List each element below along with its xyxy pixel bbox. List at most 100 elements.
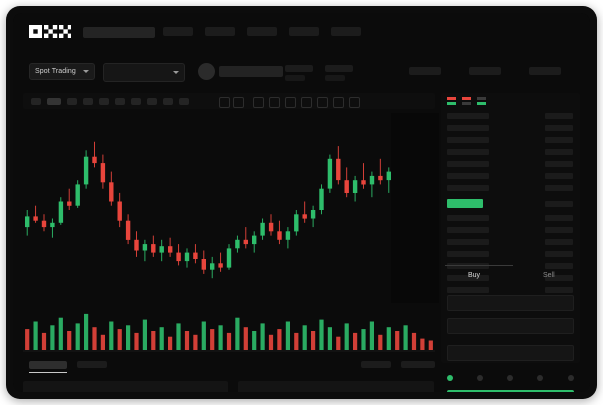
toolbar-item-time-8[interactable] <box>147 98 157 105</box>
nav-item-1[interactable] <box>163 27 193 36</box>
toolbar-item-time-6[interactable] <box>115 98 125 105</box>
orderbook-ask-amount <box>545 149 573 155</box>
trendline-icon[interactable] <box>269 97 280 108</box>
shapes-icon[interactable] <box>317 97 328 108</box>
nav-item-4[interactable] <box>289 27 319 36</box>
orderbook-bid-price[interactable] <box>447 239 489 245</box>
orderbook-last-amount <box>545 201 573 207</box>
orderbook-bid-price[interactable] <box>447 227 489 233</box>
trading-app: Spot Trading <box>13 13 590 392</box>
orderbook-bid-amount <box>545 287 573 293</box>
slider-dot-4[interactable] <box>568 375 574 381</box>
chevron-down-icon <box>173 71 179 74</box>
orderbook-ask-price[interactable] <box>447 149 489 155</box>
redo-icon[interactable] <box>233 97 244 108</box>
toolbar-item-time-7[interactable] <box>131 98 141 105</box>
orderbook-bid-price[interactable] <box>447 251 489 257</box>
order-amount-slider[interactable] <box>447 375 574 382</box>
order-form-tab-underline <box>445 265 513 266</box>
orderbook-ask-price[interactable] <box>447 185 489 191</box>
slider-dot-0[interactable] <box>447 375 453 381</box>
candle-svg <box>25 141 433 279</box>
pair-name <box>219 66 283 77</box>
orderbook-bid-amount <box>545 239 573 245</box>
nav-item-0[interactable] <box>83 27 155 38</box>
stat-label-3 <box>469 67 501 75</box>
volume-histogram <box>23 308 435 356</box>
orderbook-ask-price[interactable] <box>447 161 489 167</box>
orderbook-ask-price[interactable] <box>447 137 489 143</box>
tab-sell[interactable]: Sell <box>543 272 555 279</box>
order-amount-field[interactable] <box>447 318 574 334</box>
slider-dot-3[interactable] <box>537 375 543 381</box>
crosshair-icon[interactable] <box>253 97 264 108</box>
submit-buy-button[interactable] <box>447 390 574 392</box>
orderbook-bid-price[interactable] <box>447 263 489 269</box>
top-navigation-bar <box>13 13 590 49</box>
bottom-tab-1[interactable] <box>77 361 107 368</box>
stat-label-4 <box>529 67 561 75</box>
orderbook-ask-amount <box>545 185 573 191</box>
brush-icon[interactable] <box>301 97 312 108</box>
toolbar-item-time-2[interactable] <box>47 98 61 105</box>
settings-icon[interactable] <box>349 97 360 108</box>
stat-value-1 <box>325 75 345 81</box>
bottom-tab-0-underline <box>29 372 67 373</box>
orderbook-ask-price[interactable] <box>447 125 489 131</box>
trading-mode-selector[interactable]: Spot Trading <box>29 63 95 80</box>
order-form-tabs[interactable] <box>441 268 580 286</box>
toolbar-item-time-5[interactable] <box>99 98 109 105</box>
pair-selector[interactable] <box>103 63 185 82</box>
orderbook-ask-price[interactable] <box>447 173 489 179</box>
slider-dot-2[interactable] <box>507 375 513 381</box>
nav-item-5[interactable] <box>331 27 361 36</box>
trading-mode-label: Spot Trading <box>35 68 76 75</box>
toolbar-item-time-3[interactable] <box>67 98 77 105</box>
order-book-view-toggles[interactable] <box>447 97 486 106</box>
orderbook-bid-price[interactable] <box>447 287 489 293</box>
okx-logo-icon[interactable] <box>29 25 71 39</box>
orderbook-last-price <box>447 199 483 208</box>
book-both-icon[interactable] <box>447 97 456 106</box>
stat-label-2 <box>409 67 441 75</box>
nav-item-2[interactable] <box>205 27 235 36</box>
toolbar-item-time-1[interactable] <box>31 98 41 105</box>
bottom-tab-0[interactable] <box>29 361 67 369</box>
toolbar-item-time-4[interactable] <box>83 98 93 105</box>
orderbook-bid-price[interactable] <box>447 275 489 281</box>
orderbook-ask-amount <box>545 137 573 143</box>
magnet-icon[interactable] <box>333 97 344 108</box>
stat-label-0 <box>285 65 313 72</box>
price-candlestick-chart[interactable] <box>23 113 435 303</box>
chevron-down-icon <box>83 70 89 73</box>
undo-icon[interactable] <box>219 97 230 108</box>
bottom-panel-left <box>23 381 228 392</box>
orderbook-ask-price[interactable] <box>447 113 489 119</box>
orderbook-bid-price[interactable] <box>447 215 489 221</box>
toolbar-item-time-9[interactable] <box>163 98 173 105</box>
stat-value-0 <box>285 75 305 81</box>
orderbook-bid-amount <box>545 227 573 233</box>
nav-item-3[interactable] <box>247 27 277 36</box>
orderbook-bid-amount <box>545 215 573 221</box>
fib-icon[interactable] <box>285 97 296 108</box>
toolbar-item-time-10[interactable] <box>179 98 189 105</box>
tab-buy[interactable]: Buy <box>468 272 481 279</box>
book-asks-icon[interactable] <box>462 97 471 106</box>
order-price-field[interactable] <box>447 295 574 311</box>
bottom-tab-2[interactable] <box>361 361 391 368</box>
slider-dot-1[interactable] <box>477 375 483 381</box>
orderbook-ask-amount <box>545 125 573 131</box>
orderbook-bid-amount <box>545 275 573 281</box>
foreground-silhouette <box>391 113 439 303</box>
bottom-tab-3[interactable] <box>401 361 435 368</box>
orderbook-ask-amount <box>545 173 573 179</box>
orderbook-ask-amount <box>545 161 573 167</box>
orderbook-ask-amount <box>545 113 573 119</box>
orderbook-bid-amount <box>545 263 573 269</box>
book-bids-icon[interactable] <box>477 97 486 106</box>
bottom-panel-right <box>238 381 434 392</box>
device-frame: Spot Trading <box>6 6 597 399</box>
order-total-field[interactable] <box>447 345 574 361</box>
stat-label-1 <box>325 65 353 72</box>
